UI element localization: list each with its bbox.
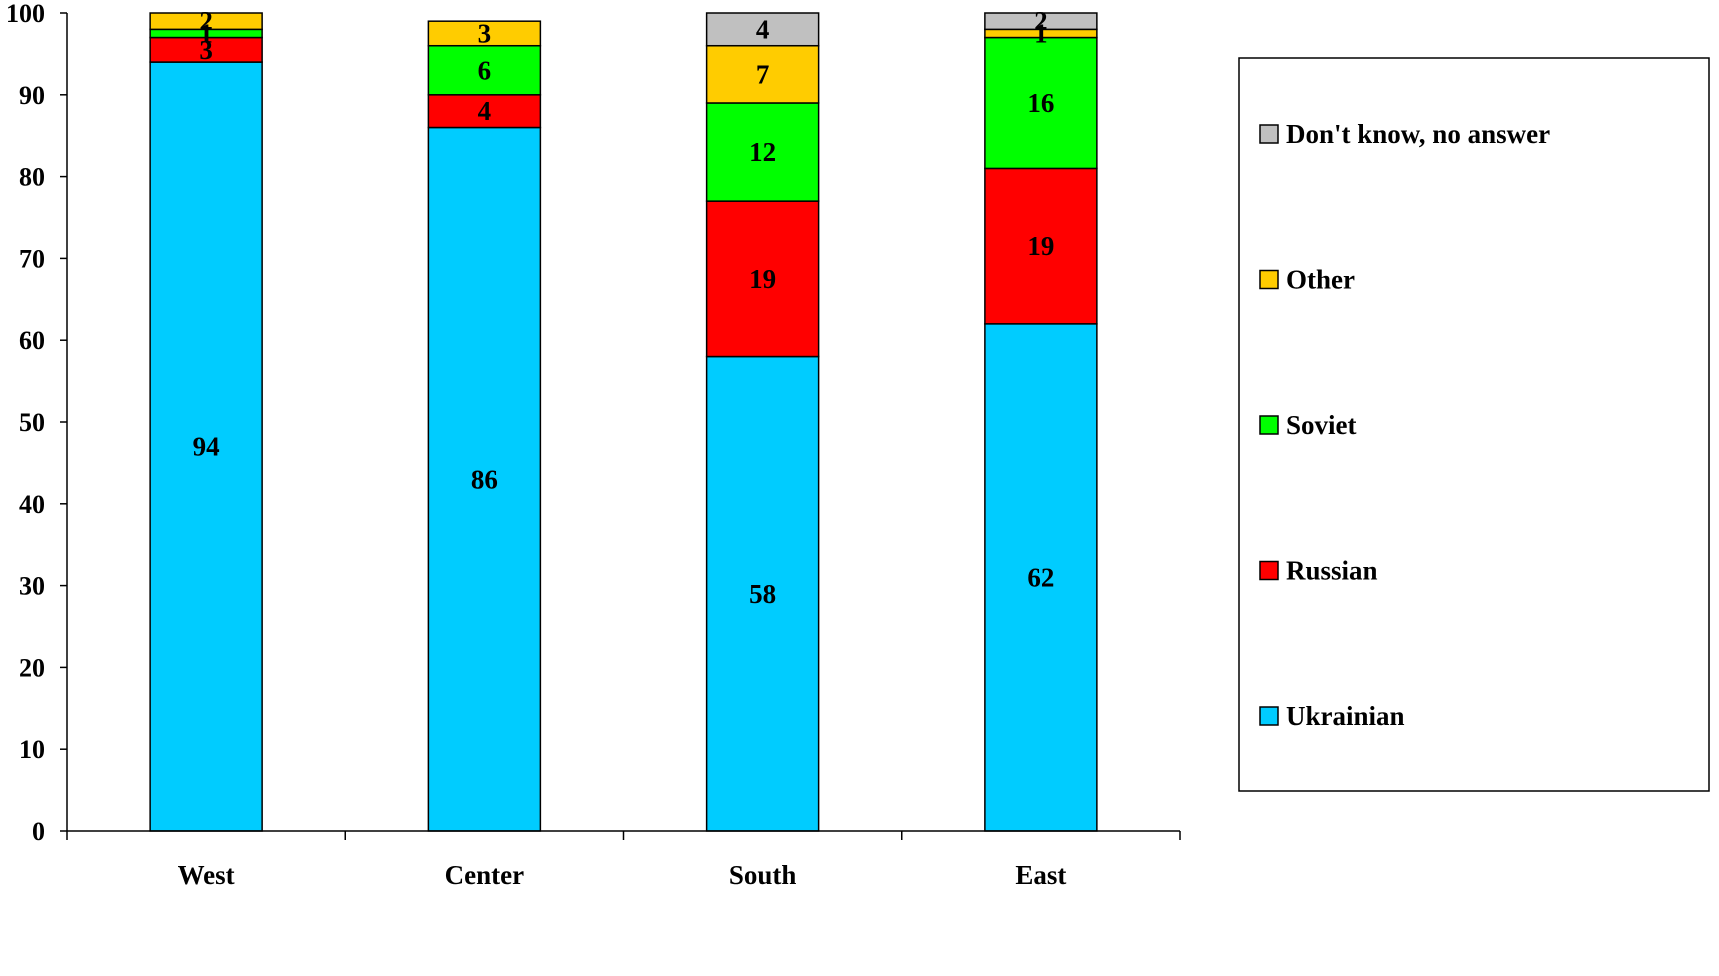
axes: 0 10 20 30 40 50 60 70 80 90 100 West Center South Eas… [6,0,1181,890]
y-tick-label-10: 10 [19,735,45,764]
y-tick-label-50: 50 [19,408,45,437]
data-label-center-soviet: 6 [478,55,492,85]
legend-swatch-don-t-know-no-answer [1259,124,1279,144]
legend: Don't know, no answer Other Soviet Russian U… [1238,57,1710,792]
legend-label-soviet: Soviet [1286,410,1357,440]
data-label-south-other: 7 [756,59,770,89]
plot-area [149,12,1098,832]
data-label-south-ukrainian: 58 [749,579,776,609]
data-label-east-don-t-know-no-answer: 2 [1034,6,1048,36]
y-tick-label-100: 100 [6,0,45,28]
data-label-east-soviet: 16 [1027,88,1054,118]
bar-south-other [705,44,820,104]
data-label-east-russian: 19 [1027,231,1054,261]
y-tick-label-70: 70 [19,244,45,273]
bar-south-soviet [705,102,820,202]
bar-south-don-t-know-no-answer [705,12,820,47]
data-label-west-russian: 3 [199,35,213,65]
y-tick-label-80: 80 [19,163,45,192]
y-tick-label-60: 60 [19,326,45,355]
bar-west-russian [149,36,263,63]
data-label-east-other: 1 [1034,18,1048,48]
y-tick-label-90: 90 [19,81,45,110]
data-label-center-ukrainian: 86 [471,464,498,494]
bar-west-other [149,12,263,31]
bar-south-ukrainian [705,355,820,832]
data-label-center-other: 3 [478,18,492,48]
bar-east-soviet [984,36,1098,170]
legend-label-russian: Russian [1286,556,1378,586]
x-tick-label-south: South [729,860,797,890]
x-tick-label-east: East [1015,860,1066,890]
x-tick-label-west: West [178,860,235,890]
bar-center-other [427,20,542,47]
data-label-east-ukrainian: 62 [1027,562,1054,592]
y-tick-label-20: 20 [19,653,45,682]
data-label-center-russian: 4 [478,96,492,126]
bar-east-russian [984,167,1098,325]
legend-label-don-t-know-no-answer: Don't know, no answer [1286,119,1550,149]
data-label-south-soviet: 12 [749,137,776,167]
bar-east-don-t-know-no-answer [984,12,1098,31]
legend-label-ukrainian: Ukrainian [1286,701,1405,731]
legend-swatch-soviet [1259,415,1279,435]
legend-box [1238,57,1710,792]
y-tick-label-40: 40 [19,490,45,519]
bar-west-ukrainian [149,61,263,832]
data-label-south-russian: 19 [749,264,776,294]
legend-swatch-russian [1259,560,1279,581]
data-label-west-other: 2 [199,6,213,36]
data-label-south-don-t-know-no-answer: 4 [756,14,770,44]
legend-swatch-other [1259,269,1279,290]
legend-label-other: Other [1286,265,1355,295]
bar-center-soviet [427,44,542,96]
y-tick-label-0: 0 [32,817,45,846]
data-label-west-soviet: 1 [199,18,213,48]
y-tick-label-30: 30 [19,572,45,601]
legend-swatch-ukrainian [1259,706,1279,726]
x-tick-label-center: Center [445,860,524,890]
data-label-west-ukrainian: 94 [193,432,220,462]
